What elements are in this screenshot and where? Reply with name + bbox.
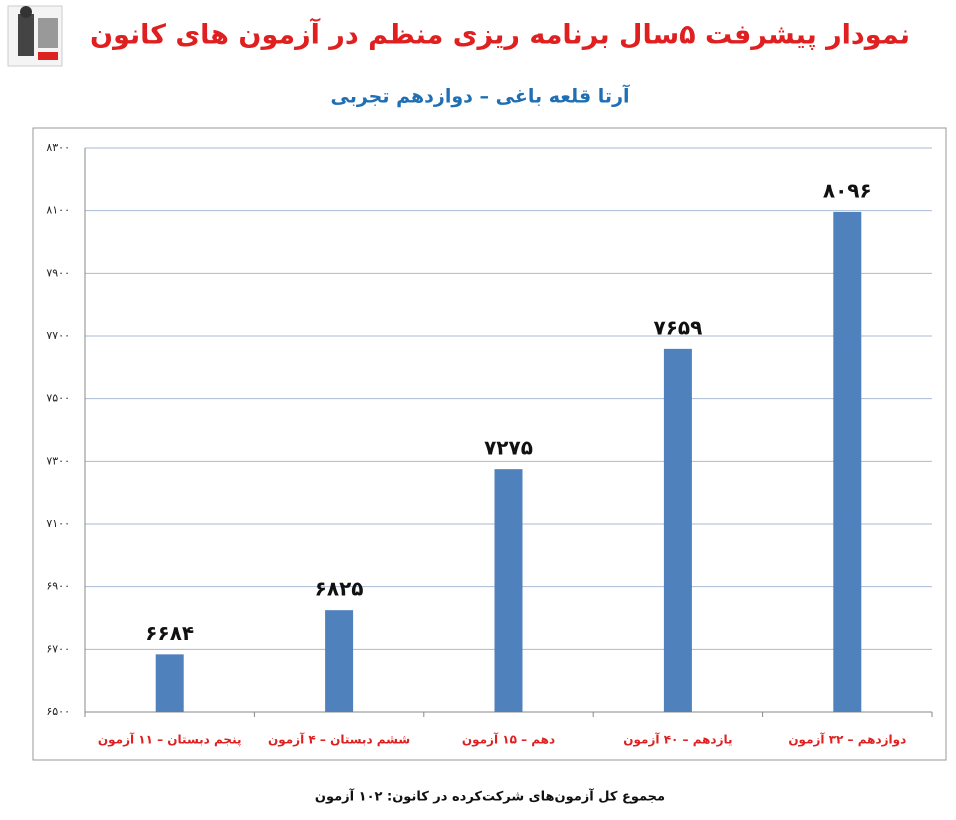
caption: مجموع کل آزمون‌های شرکت‌کرده در کانون: ۱… xyxy=(315,788,665,805)
bar xyxy=(833,211,862,713)
x-tick-label: یازدهم – ۴۰ آزمون xyxy=(623,732,732,748)
x-tick-label: دهم – ۱۵ آزمون xyxy=(462,732,555,748)
y-tick-label: ۶۵۰۰ xyxy=(46,705,70,718)
y-tick-label: ۶۹۰۰ xyxy=(46,580,70,593)
y-tick-label: ۸۱۰۰ xyxy=(46,204,70,217)
value-label: ۷۲۷۵ xyxy=(484,436,533,460)
bar xyxy=(155,654,184,712)
chart-frame xyxy=(32,127,947,761)
x-tick-label: ششم دبستان – ۴ آزمون xyxy=(268,732,410,748)
logo xyxy=(7,5,63,67)
y-tick-label: ۶۷۰۰ xyxy=(46,642,70,655)
value-label: ۷۶۵۹ xyxy=(653,315,702,339)
value-label: ۶۸۲۵ xyxy=(315,577,364,601)
y-tick-label: ۷۱۰۰ xyxy=(46,517,70,530)
x-tick-label: دوازدهم – ۳۲ آزمون xyxy=(788,732,906,748)
y-tick-label: ۷۷۰۰ xyxy=(46,329,70,342)
x-tick-label: پنجم دبستان – ۱۱ آزمون xyxy=(98,732,242,748)
y-tick-label: ۷۵۰۰ xyxy=(46,392,70,405)
bar xyxy=(663,348,692,712)
chart-subtitle: آرتا قلعه باغی – دوازدهم تجربی xyxy=(330,84,630,108)
bar xyxy=(494,469,523,712)
y-tick-label: ۸۳۰۰ xyxy=(46,141,70,154)
bar xyxy=(325,610,354,712)
value-label: ۸۰۹۶ xyxy=(823,178,872,202)
chart-title: نمودار پیشرفت ۵سال برنامه ریزی منظم در آ… xyxy=(90,18,910,51)
y-tick-label: ۷۳۰۰ xyxy=(46,454,70,467)
value-label: ۶۶۸۴ xyxy=(145,621,194,645)
y-tick-label: ۷۹۰۰ xyxy=(46,266,70,279)
